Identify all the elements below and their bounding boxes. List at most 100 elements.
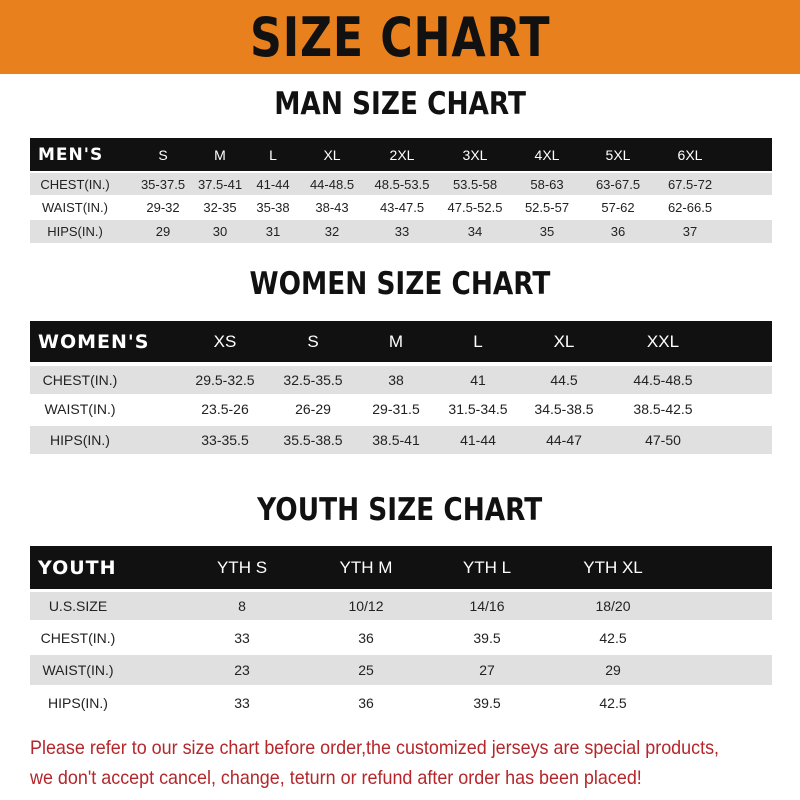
table-cell: 44.5-48.5: [633, 372, 693, 388]
table-cell: 29.5-32.5: [195, 372, 255, 388]
table-cell: 29: [155, 224, 171, 239]
table-cell: 31.5-34.5: [448, 401, 508, 417]
table-cell: 44-47: [546, 432, 582, 448]
size-header-cell: 3XL: [462, 146, 488, 163]
table-header-row: MEN'S S M L XL 2XL 3XL 4XL 5XL 6XL: [30, 138, 772, 171]
table-cell: 33: [394, 224, 410, 239]
table-cell: 23.5-26: [201, 401, 249, 417]
table-header-row: YOUTH YTH S YTH M YTH L YTH XL: [30, 546, 772, 589]
measurement-label-cell: WAIST(IN.): [44, 401, 116, 417]
size-header-cell: YTH S: [216, 557, 268, 577]
table-cell: 29: [605, 662, 621, 678]
table-cell: 44-48.5: [309, 176, 355, 192]
table-cell: 18/20: [595, 598, 631, 614]
table-row: HIPS(IN.) 33-35.5 35.5-38.5 38.5-41 41-44 44-…: [30, 426, 772, 454]
banner-title: SIZE CHART: [249, 5, 551, 69]
table-cell: 32: [324, 224, 340, 239]
table-cell: 10/12: [348, 598, 384, 614]
table-cell: 30: [212, 224, 228, 239]
table-cell: 39.5: [473, 629, 501, 646]
table-cell: 34: [467, 224, 483, 239]
youth-section-title: YOUTH SIZE CHART: [0, 492, 800, 528]
table-cell: 44.5: [550, 372, 578, 388]
table-cell: 42.5: [599, 695, 627, 711]
size-header-cell: XXL: [646, 331, 680, 351]
measurement-label-cell: CHEST(IN.): [42, 372, 118, 388]
table-title-cell: WOMEN'S: [38, 330, 150, 353]
table-cell: 67.5-72: [667, 176, 713, 192]
table-row: CHEST(IN.) 35-37.5 37.5-41 41-44 44-48.5 48.5…: [30, 173, 772, 195]
measurement-label-cell: HIPS(IN.): [48, 695, 108, 711]
table-cell: 8: [238, 598, 246, 614]
table-title-cell: MEN'S: [38, 144, 104, 165]
size-header-cell: XL: [553, 331, 575, 351]
table-cell: 33-35.5: [201, 432, 249, 448]
table-header-row: WOMEN'S XS S M L XL XXL: [30, 321, 772, 362]
table-cell: 29-32: [146, 199, 180, 215]
table-cell: 25: [358, 662, 374, 678]
measurement-label-cell: CHEST(IN.): [40, 629, 116, 646]
notice-line-2: we don't accept cancel, change, teturn o…: [30, 767, 642, 789]
table-cell: 33: [234, 629, 250, 646]
table-cell: 38.5-41: [372, 432, 420, 448]
table-cell: 53.5-58: [452, 176, 498, 192]
measurement-label-cell: U.S.SIZE: [48, 598, 108, 614]
size-header-cell: M: [388, 331, 404, 351]
table-cell: 33: [234, 695, 250, 711]
table-cell: 47-50: [645, 432, 681, 448]
table-cell: 29-31.5: [372, 401, 420, 417]
table-cell: 38: [388, 372, 404, 388]
table-row: HIPS(IN.) 29 30 31 32 33 34 35 36 37: [30, 220, 772, 243]
table-cell: 31: [265, 224, 281, 239]
size-header-cell: 4XL: [534, 146, 560, 163]
table-row: U.S.SIZE 8 10/12 14/16 18/20: [30, 592, 772, 620]
size-header-cell: 5XL: [605, 146, 631, 163]
size-chart-banner: SIZE CHART: [0, 0, 800, 74]
table-cell: 26-29: [295, 401, 331, 417]
size-header-cell: 2XL: [389, 146, 415, 163]
table-cell: 35.5-38.5: [283, 432, 343, 448]
table-cell: 41: [470, 372, 486, 388]
table-cell: 42.5: [599, 629, 627, 646]
size-header-cell: YTH L: [462, 557, 512, 577]
table-title-cell: YOUTH: [38, 556, 117, 579]
table-cell: 48.5-53.5: [374, 176, 430, 192]
table-row: HIPS(IN.) 33 36 39.5 42.5: [30, 688, 772, 718]
women-title-text: WOMEN SIZE CHART: [249, 266, 551, 302]
table-cell: 38.5-42.5: [633, 401, 693, 417]
table-cell: 41-44: [256, 176, 290, 192]
table-cell: 58-63: [530, 176, 564, 192]
men-title-text: MAN SIZE CHART: [274, 86, 526, 122]
measurement-label-cell: WAIST(IN.): [42, 662, 114, 678]
measurement-label-cell: HIPS(IN.): [50, 432, 110, 448]
table-cell: 38-43: [315, 199, 349, 215]
table-cell: 62-66.5: [667, 199, 713, 215]
measurement-label-cell: CHEST(IN.): [40, 176, 110, 192]
table-row: WAIST(IN.) 29-32 32-35 35-38 38-43 43-47.5 47.…: [30, 196, 772, 218]
table-cell: 37.5-41: [197, 176, 243, 192]
table-cell: 47.5-52.5: [447, 199, 503, 215]
youth-title-text: YOUTH SIZE CHART: [257, 492, 543, 528]
table-cell: 35-37.5: [140, 176, 186, 192]
size-header-cell: XL: [323, 146, 341, 163]
size-header-cell: 6XL: [677, 146, 703, 163]
order-notice: Please refer to our size chart before or…: [30, 733, 790, 793]
table-row: CHEST(IN.) 29.5-32.5 32.5-35.5 38 41 44.5 44.5…: [30, 366, 772, 394]
table-cell: 52.5-57: [524, 199, 570, 215]
size-header-cell: YTH M: [339, 557, 393, 577]
table-cell: 32.5-35.5: [283, 372, 343, 388]
table-cell: 36: [358, 629, 374, 646]
table-row: WAIST(IN.) 23.5-26 26-29 29-31.5 31.5-34.5 34…: [30, 395, 772, 423]
table-cell: 36: [358, 695, 374, 711]
measurement-label-cell: HIPS(IN.): [47, 224, 103, 239]
table-cell: 27: [479, 662, 495, 678]
table-cell: 35-38: [256, 199, 290, 215]
table-cell: 43-47.5: [379, 199, 425, 215]
table-row: CHEST(IN.) 33 36 39.5 42.5: [30, 623, 772, 652]
size-header-cell: L: [473, 331, 483, 351]
table-cell: 37: [682, 224, 698, 239]
size-header-cell: M: [214, 146, 226, 163]
table-cell: 35: [539, 224, 555, 239]
table-cell: 36: [610, 224, 626, 239]
table-cell: 34.5-38.5: [534, 401, 594, 417]
